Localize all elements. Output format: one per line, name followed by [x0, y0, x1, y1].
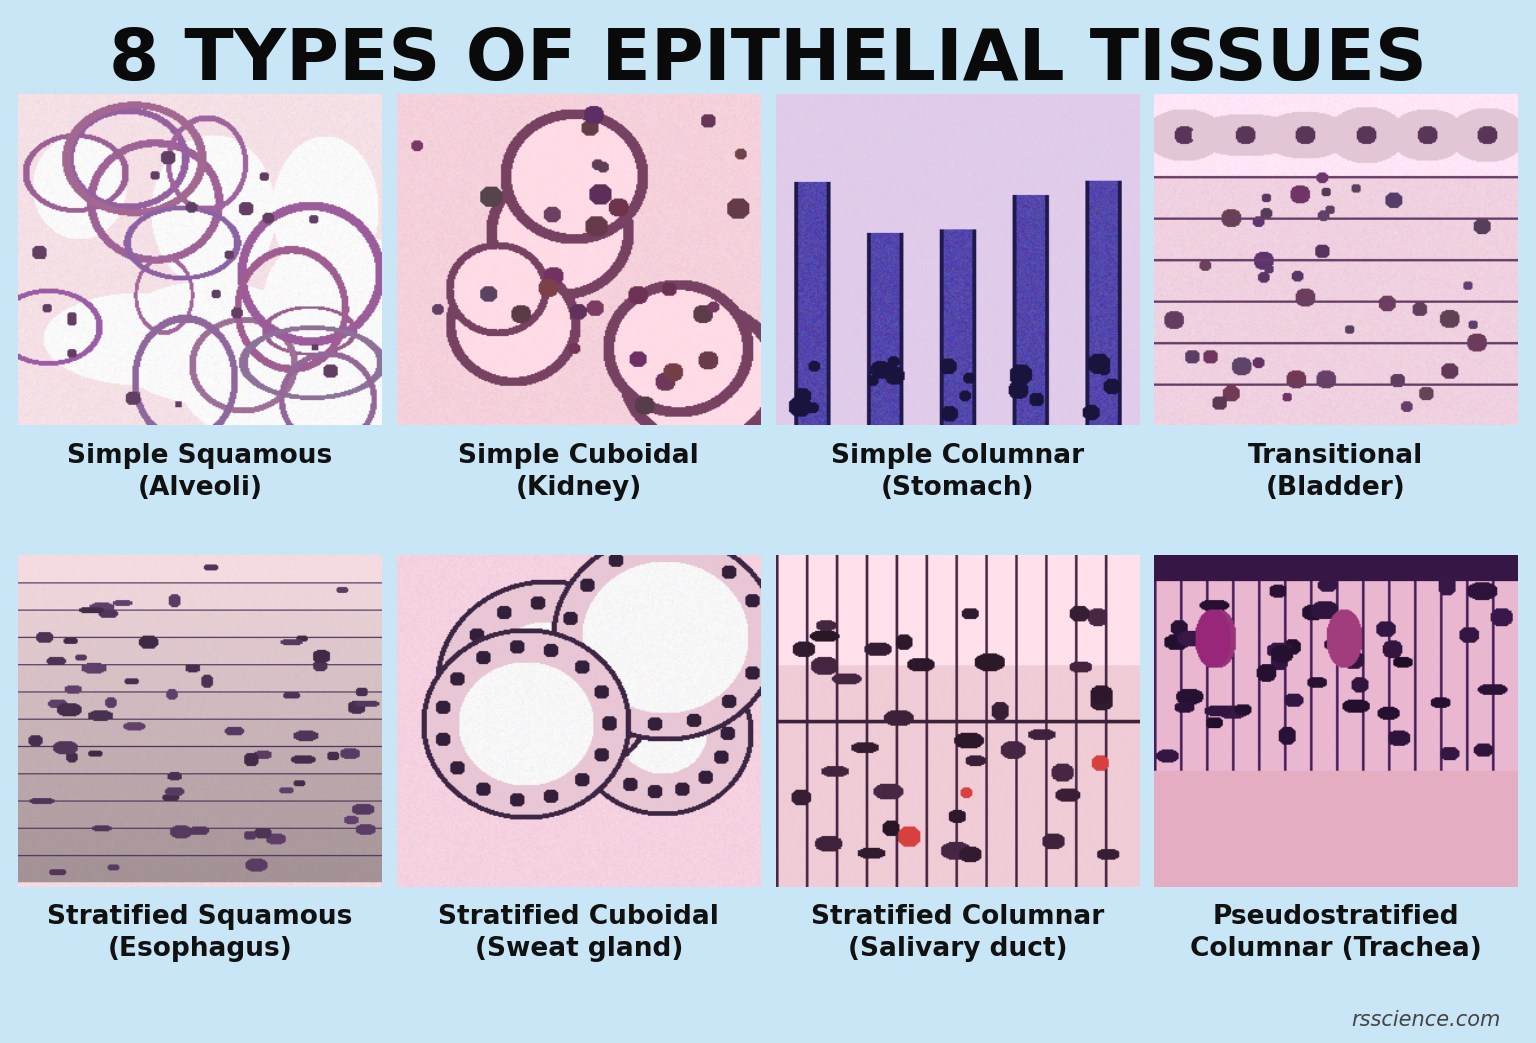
- Text: 8 TYPES OF EPITHELIAL TISSUES: 8 TYPES OF EPITHELIAL TISSUES: [109, 26, 1427, 95]
- Text: Stratified Squamous
(Esophagus): Stratified Squamous (Esophagus): [48, 904, 353, 963]
- Text: Pseudostratified
Columnar (Trachea): Pseudostratified Columnar (Trachea): [1190, 904, 1482, 963]
- Text: Simple Squamous
(Alveoli): Simple Squamous (Alveoli): [68, 443, 333, 501]
- Text: Stratified Cuboidal
(Sweat gland): Stratified Cuboidal (Sweat gland): [438, 904, 719, 963]
- Text: Simple Columnar
(Stomach): Simple Columnar (Stomach): [831, 443, 1084, 501]
- Text: Simple Cuboidal
(Kidney): Simple Cuboidal (Kidney): [458, 443, 699, 501]
- Text: Stratified Columnar
(Salivary duct): Stratified Columnar (Salivary duct): [811, 904, 1104, 963]
- Text: Transitional
(Bladder): Transitional (Bladder): [1249, 443, 1424, 501]
- Text: rsscience.com: rsscience.com: [1352, 1011, 1501, 1030]
